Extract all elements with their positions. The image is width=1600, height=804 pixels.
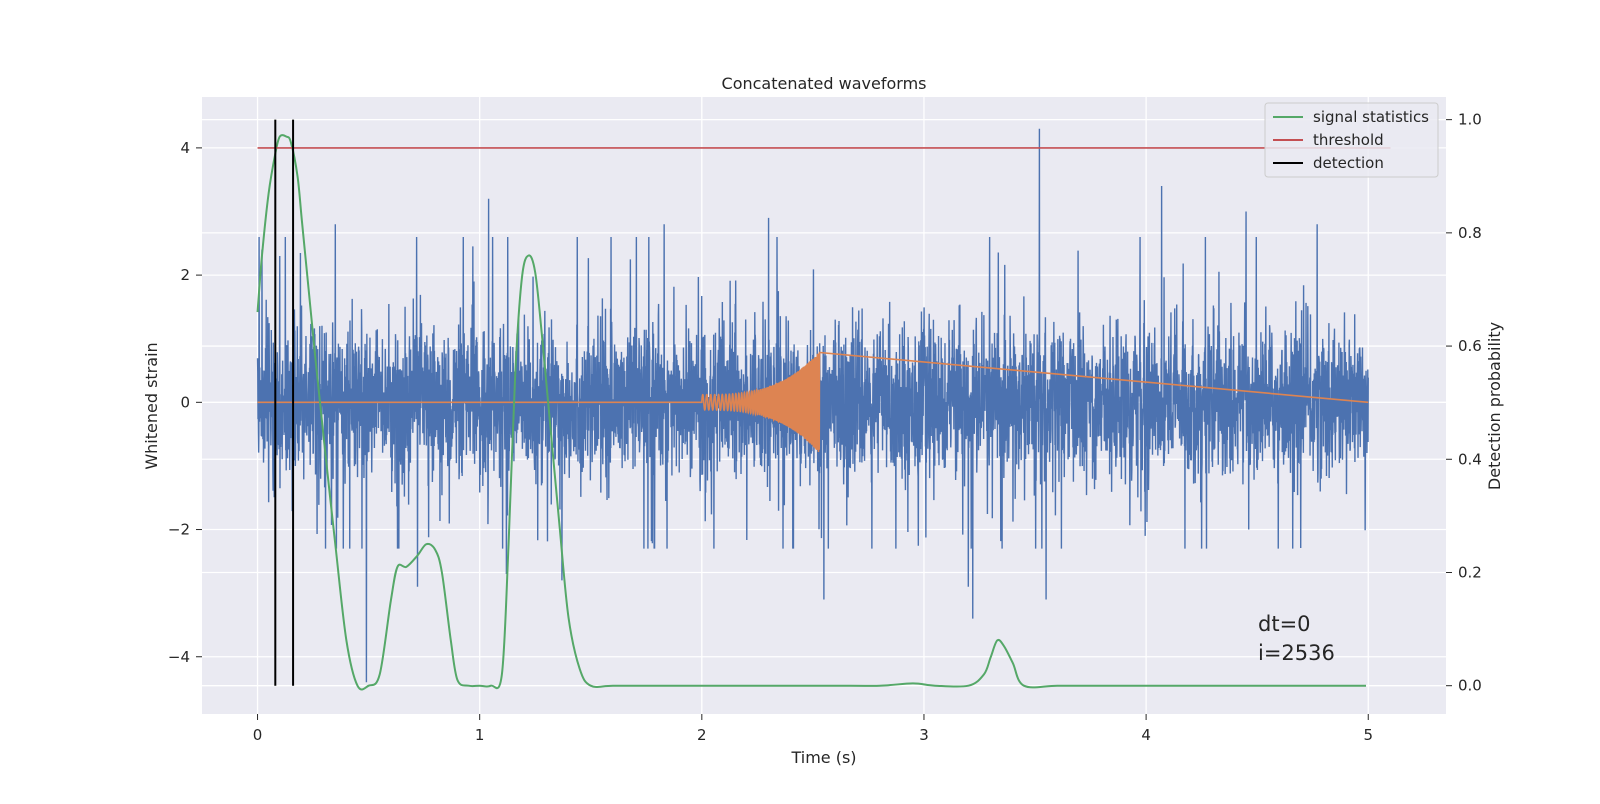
y-tick-label-left: 0 <box>180 393 190 411</box>
y-tick-label-right: 0.2 <box>1458 563 1482 581</box>
x-axis-label: Time (s) <box>790 748 856 767</box>
signal-statistics-line <box>256 134 1367 691</box>
y-axis-right-label: Detection probability <box>1485 322 1504 490</box>
x-axis: 0 1 2 3 4 5 <box>253 714 1373 744</box>
injected-signal-series <box>257 351 1369 452</box>
legend: signal statistics threshold detection <box>1264 102 1439 178</box>
y-tick-label-right: 1.0 <box>1458 111 1482 129</box>
y-axis-left: −4 −2 0 2 4 <box>168 139 202 666</box>
y-tick-label-left: 2 <box>180 266 190 284</box>
y-axis-right: 0.0 0.2 0.4 0.6 0.8 1.0 <box>1446 111 1482 695</box>
y-axis-left-label: Whitened strain <box>142 342 161 469</box>
y-tick-label-left: −4 <box>168 648 190 666</box>
y-tick-label-left: 4 <box>180 139 190 157</box>
x-tick-label: 2 <box>697 726 707 744</box>
x-tick-label: 5 <box>1363 726 1373 744</box>
x-tick-label: 4 <box>1141 726 1151 744</box>
injected-signal-line <box>257 351 1369 452</box>
x-tick-label: 3 <box>919 726 929 744</box>
legend-label: threshold <box>1313 131 1384 149</box>
y-tick-label-right: 0.6 <box>1458 337 1482 355</box>
legend-label: signal statistics <box>1313 108 1429 126</box>
legend-box <box>1264 102 1439 178</box>
y-tick-label-left: −2 <box>168 521 190 539</box>
y-tick-label-right: 0.8 <box>1458 224 1482 242</box>
y-tick-label-right: 0.0 <box>1458 677 1482 695</box>
chart-title: Concatenated waveforms <box>722 74 927 93</box>
annotation-i: i=2536 <box>1258 641 1335 665</box>
detection-series <box>274 119 295 686</box>
annotation-dt: dt=0 <box>1258 612 1311 636</box>
y-tick-label-right: 0.4 <box>1458 450 1482 468</box>
x-tick-label: 1 <box>475 726 485 744</box>
signal-statistics-series <box>256 134 1367 691</box>
x-tick-label: 0 <box>253 726 263 744</box>
legend-label: detection <box>1313 154 1384 172</box>
